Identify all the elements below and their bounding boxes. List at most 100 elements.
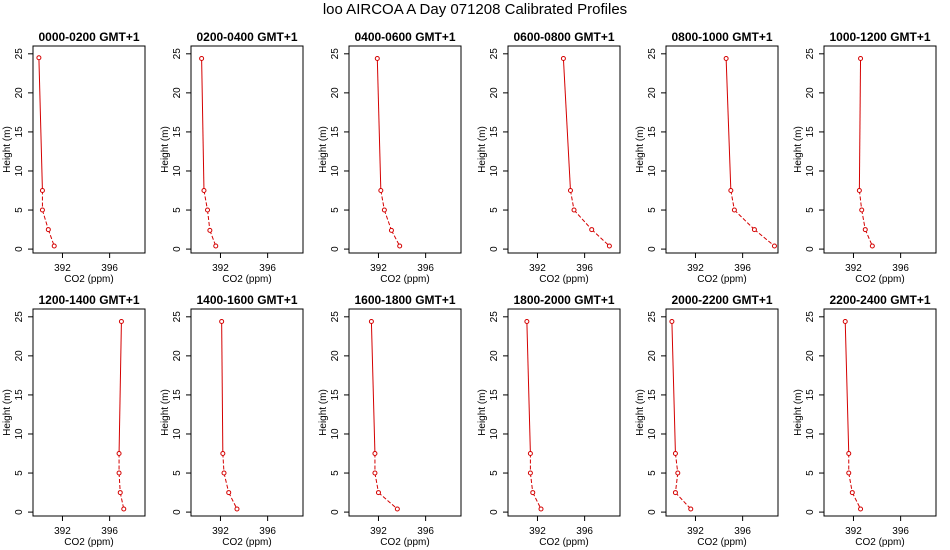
data-point (39, 188, 45, 194)
plot-frame (190, 308, 304, 517)
y-tick-label: 15 (647, 126, 658, 138)
profile-segment (209, 230, 217, 247)
y-tick-label: 15 (330, 126, 341, 138)
data-point (199, 55, 205, 61)
y-tick-label: 20 (489, 87, 500, 99)
profile-segment (675, 492, 692, 510)
profile-segment (529, 472, 534, 493)
profile-segment (526, 321, 531, 454)
x-tick-label: 392 (54, 526, 71, 537)
y-tick-label: 20 (172, 350, 183, 362)
y-tick-label: 15 (14, 389, 25, 401)
y-axis-label: Height (m) (477, 126, 488, 173)
y-tick-label: 0 (172, 246, 183, 252)
y-tick-label: 0 (805, 509, 816, 515)
panel-title: 0200-0400 GMT+1 (196, 30, 297, 44)
data-point (669, 318, 675, 324)
plot-frame (507, 45, 621, 254)
x-tick-label: 392 (370, 526, 387, 537)
y-tick-label: 0 (330, 246, 341, 252)
y-tick-label: 10 (172, 428, 183, 440)
data-point (731, 207, 737, 213)
y-tick-label: 5 (805, 470, 816, 476)
data-point (381, 207, 387, 213)
data-point (226, 490, 232, 496)
data-point (846, 451, 852, 457)
data-point (567, 188, 573, 194)
data-point (201, 188, 207, 194)
plot-frame (823, 45, 937, 254)
data-point (675, 470, 681, 476)
x-axis-label: CO2 (ppm) (380, 274, 429, 285)
x-tick-label: 396 (576, 263, 593, 274)
x-axis-label: CO2 (ppm) (222, 274, 271, 285)
y-tick-label: 15 (805, 389, 816, 401)
data-point (219, 318, 225, 324)
data-point (207, 227, 213, 233)
data-point (372, 470, 378, 476)
x-axis-label: CO2 (ppm) (855, 274, 904, 285)
data-point (538, 506, 544, 512)
y-tick-label: 20 (647, 350, 658, 362)
y-tick-label: 10 (489, 165, 500, 177)
y-tick-label: 10 (647, 428, 658, 440)
profile-segment (380, 190, 385, 211)
y-tick-label: 0 (489, 246, 500, 252)
profile-segment (725, 58, 732, 191)
x-tick-label: 392 (845, 526, 862, 537)
profile-segment (858, 190, 863, 211)
data-point (118, 318, 124, 324)
data-point (116, 470, 122, 476)
data-point (36, 55, 42, 61)
data-point (205, 207, 211, 213)
figure-title: loo AIRCOA A Day 071208 Calibrated Profi… (322, 1, 628, 18)
y-tick-label: 10 (172, 165, 183, 177)
x-tick-label: 392 (687, 263, 704, 274)
data-point (858, 506, 864, 512)
data-point (375, 490, 381, 496)
x-tick-label: 396 (101, 526, 118, 537)
y-tick-label: 15 (647, 389, 658, 401)
x-tick-label: 392 (529, 263, 546, 274)
profile-segment (203, 190, 208, 211)
y-tick-label: 15 (330, 389, 341, 401)
y-tick-label: 25 (647, 48, 658, 60)
profile-segment (47, 229, 55, 247)
data-point (368, 318, 374, 324)
y-tick-label: 20 (805, 87, 816, 99)
y-tick-label: 5 (647, 207, 658, 213)
panel-title: 1800-2000 GMT+1 (513, 293, 614, 307)
profile-segment (222, 453, 225, 474)
x-axis-label: CO2 (ppm) (222, 537, 271, 548)
x-axis-label: CO2 (ppm) (539, 274, 588, 285)
y-tick-label: 20 (805, 350, 816, 362)
x-axis-label: CO2 (ppm) (539, 537, 588, 548)
y-tick-label: 0 (805, 246, 816, 252)
data-point (220, 451, 226, 457)
profile-segment (391, 230, 401, 247)
y-tick-label: 15 (805, 126, 816, 138)
y-tick-label: 0 (330, 509, 341, 515)
data-point (221, 470, 227, 476)
plot-frame (190, 45, 304, 254)
data-point (378, 188, 384, 194)
y-tick-label: 25 (330, 48, 341, 60)
panel-title: 0800-1000 GMT+1 (671, 30, 772, 44)
y-axis-label: Height (m) (2, 126, 13, 173)
panel-title: 2200-2400 GMT+1 (829, 293, 930, 307)
data-point (672, 490, 678, 496)
y-tick-label: 25 (805, 48, 816, 60)
x-tick-label: 396 (892, 263, 909, 274)
y-tick-label: 25 (647, 311, 658, 323)
data-point (116, 451, 122, 457)
panel-title: 1200-1400 GMT+1 (38, 293, 139, 307)
data-point (51, 243, 57, 249)
x-axis-label: CO2 (ppm) (697, 537, 746, 548)
y-tick-label: 10 (14, 428, 25, 440)
profile-segment (562, 58, 571, 191)
